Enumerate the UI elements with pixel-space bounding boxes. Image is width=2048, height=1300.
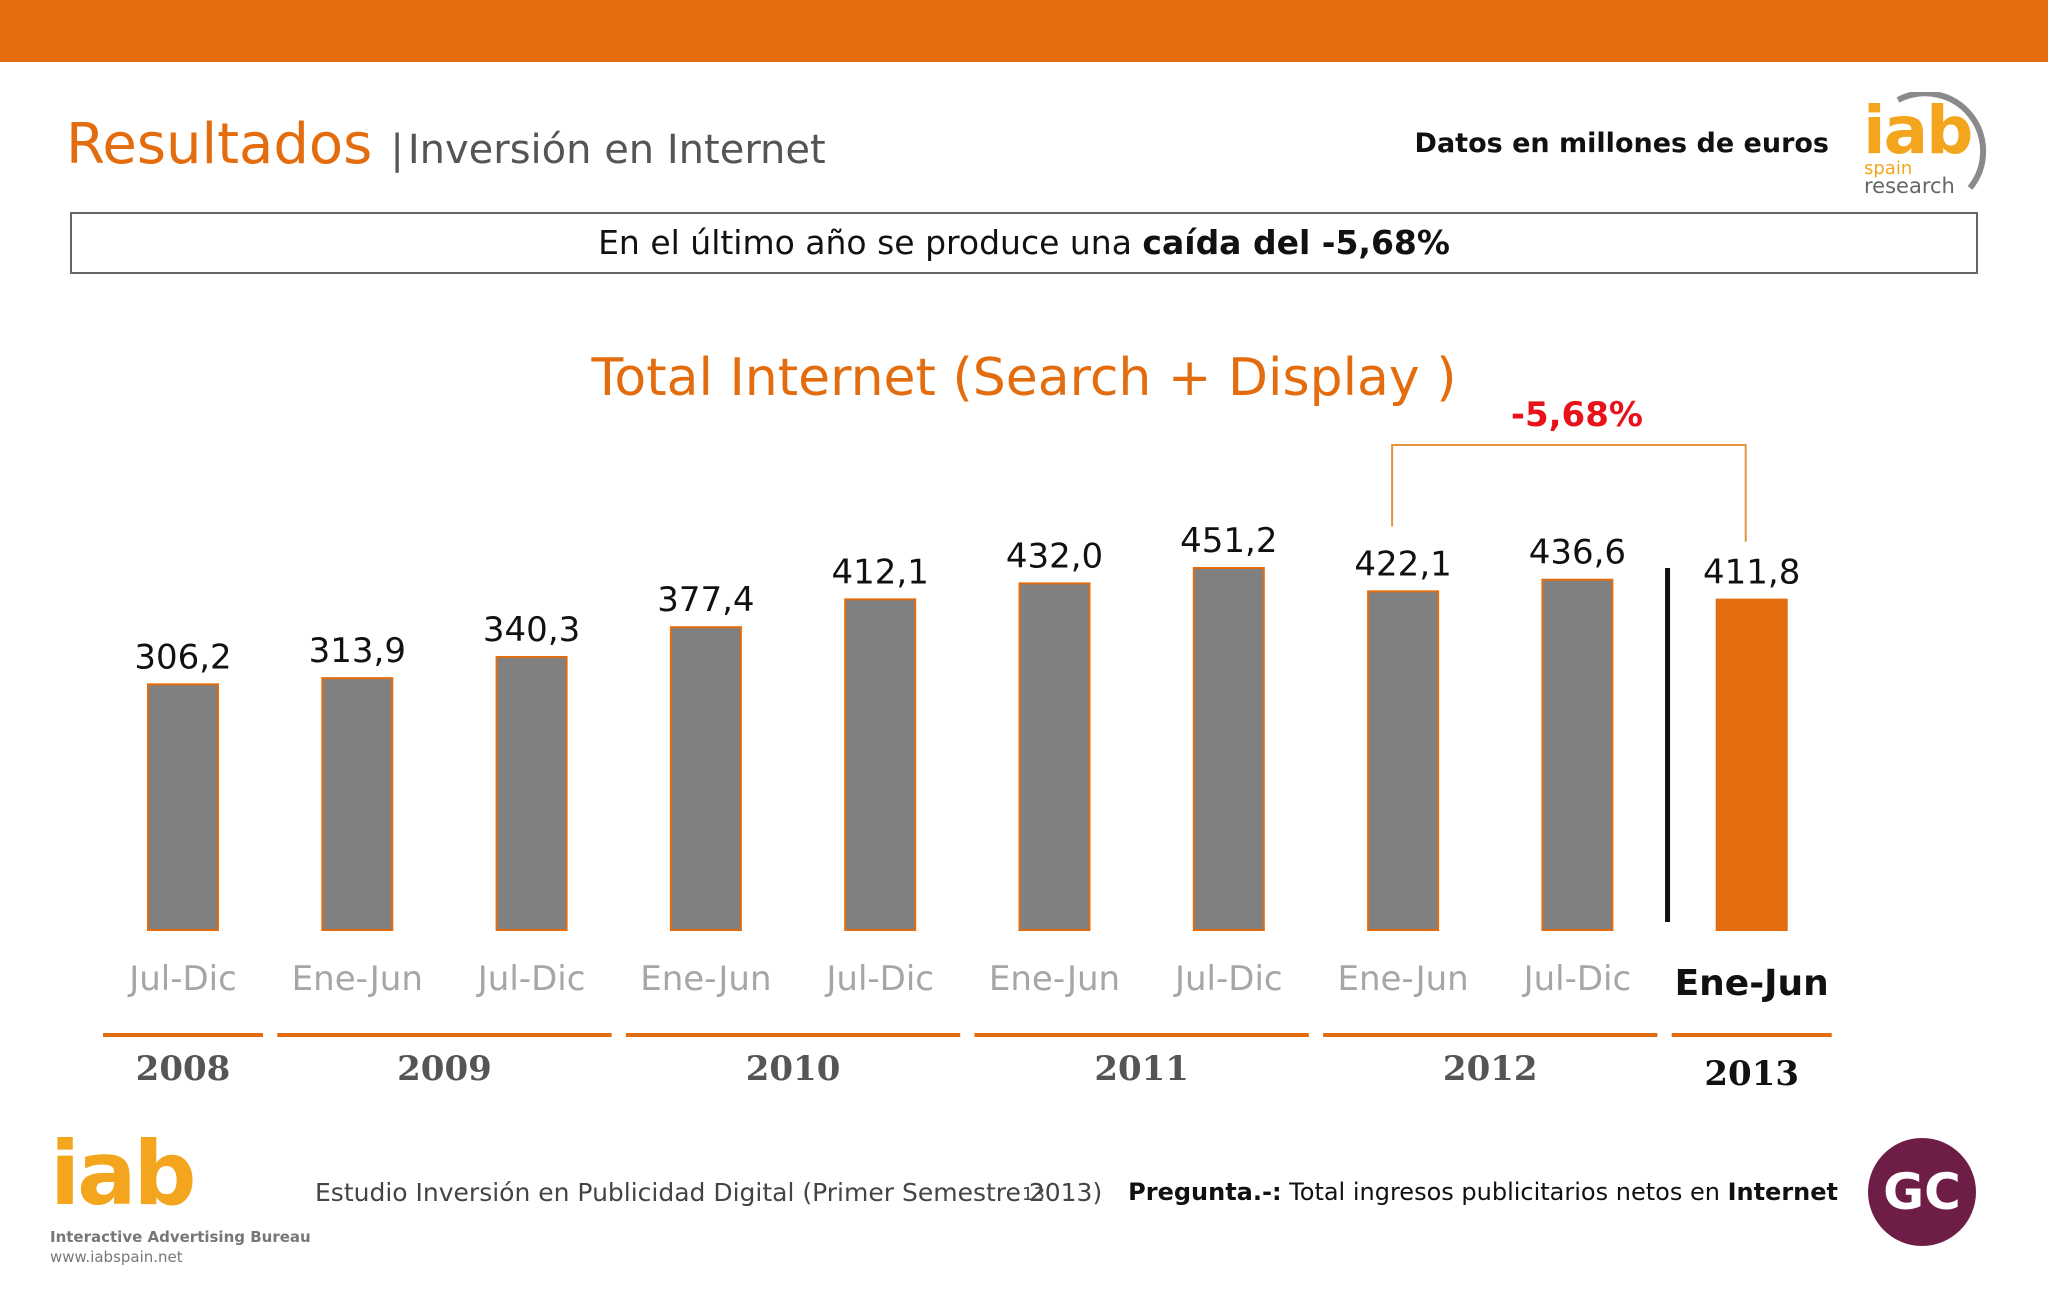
data-label: 377,4 (657, 580, 754, 620)
top-accent-bar (0, 0, 2048, 62)
year-label: 2011 (1094, 1049, 1189, 1089)
year-label: 2012 (1443, 1049, 1538, 1089)
year-label: 2013 (1704, 1054, 1799, 1094)
bar (844, 598, 917, 931)
page-title: Resultados | Inversión en Internet (66, 112, 826, 177)
footer-question: Pregunta.-: Total ingresos publicitarios… (1128, 1178, 1838, 1206)
data-label: 436,6 (1529, 533, 1626, 573)
data-label: 313,9 (309, 631, 406, 671)
year-label: 2009 (397, 1049, 492, 1089)
category-label: Ene-Jun (989, 959, 1120, 999)
bar (1715, 598, 1788, 931)
logo-research: research (1864, 174, 1955, 198)
headline-prefix: En el último año se produce una (598, 223, 1143, 262)
question-bold: Internet (1727, 1178, 1838, 1206)
year-label: 2010 (746, 1049, 841, 1089)
bar (495, 655, 568, 931)
category-label: Jul-Dic (1522, 959, 1632, 999)
units-note: Datos en millones de euros (1414, 128, 1829, 159)
gc-badge-logo: GC (1868, 1138, 1976, 1246)
category-label: Jul-Dic (127, 959, 237, 999)
footer-iab-logo: iab Interactive Advertising Bureau www.i… (50, 1122, 311, 1267)
data-label: 306,2 (134, 637, 231, 677)
data-label: 412,1 (832, 552, 929, 592)
bar (669, 626, 742, 931)
bar (1018, 582, 1091, 931)
logo-arc-icon (1896, 92, 1987, 190)
page-number: 13 (1022, 1184, 1045, 1205)
footer-logo-url: www.iabspain.net (50, 1248, 183, 1266)
bar (321, 677, 394, 931)
category-label: Ene-Jun (640, 959, 771, 999)
chart-title: Total Internet (Search + Display ) (591, 348, 1457, 408)
headline-box: En el último año se produce una caída de… (70, 212, 1978, 274)
data-label: 340,3 (483, 610, 580, 650)
bar (1192, 567, 1265, 931)
title-separator: | (390, 127, 404, 173)
footer-source: Estudio Inversión en Publicidad Digital … (315, 1178, 1103, 1207)
data-label: 411,8 (1703, 553, 1800, 593)
category-label: Ene-Jun (1675, 963, 1829, 1004)
category-label: Jul-Dic (476, 959, 586, 999)
category-label: Jul-Dic (824, 959, 934, 999)
data-label: 422,1 (1354, 544, 1451, 584)
title-main: Resultados (66, 112, 373, 177)
category-label: Ene-Jun (292, 959, 423, 999)
data-label: 451,2 (1180, 521, 1277, 561)
logo-word: iab (1863, 92, 1973, 169)
data-label: 432,0 (1006, 536, 1103, 576)
question-text: Total ingresos publicitarios netos en (1281, 1178, 1728, 1206)
logo-spain: spain (1864, 158, 1913, 179)
change-bracket (1391, 444, 1747, 542)
title-subtitle: Inversión en Internet (407, 127, 826, 173)
bar (147, 683, 219, 932)
footer-logo-word: iab (50, 1122, 197, 1225)
category-label: Ene-Jun (1337, 959, 1468, 999)
change-annotation-label: -5,68% (1511, 395, 1643, 435)
bar (1541, 578, 1614, 931)
bar-chart: 306,2 Jul-Dic 313,9 Ene-Jun 340,3 Jul-Dic 377,… (103, 395, 1832, 1094)
category-label: Jul-Dic (1173, 959, 1283, 999)
headline-bold: caída del -5,68% (1142, 223, 1450, 262)
footer-logo-tagline: Interactive Advertising Bureau (50, 1228, 311, 1246)
bar (1367, 590, 1440, 931)
iab-spain-research-logo: iab spain research (1858, 92, 1988, 202)
year-label: 2008 (136, 1049, 231, 1089)
question-label: Pregunta.-: (1128, 1178, 1282, 1206)
